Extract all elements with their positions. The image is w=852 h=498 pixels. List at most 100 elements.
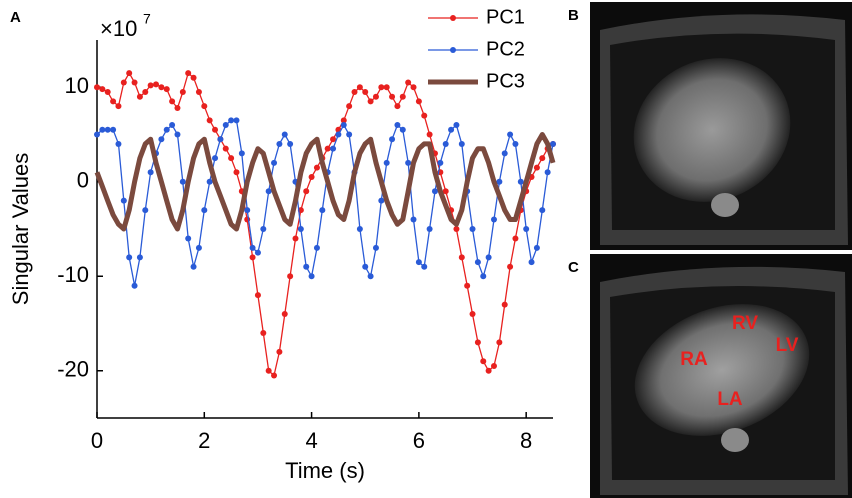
data-point bbox=[136, 93, 143, 100]
data-point bbox=[431, 188, 438, 195]
data-point bbox=[490, 363, 497, 370]
mri-c bbox=[590, 254, 852, 498]
data-point bbox=[131, 79, 138, 86]
image-label: LV bbox=[776, 335, 799, 356]
data-point bbox=[415, 98, 422, 105]
data-point bbox=[281, 131, 288, 138]
x-axis-label: Time (s) bbox=[285, 458, 365, 483]
legend-label: PC1 bbox=[486, 6, 525, 28]
data-point bbox=[287, 140, 294, 147]
data-point bbox=[303, 263, 310, 270]
data-point bbox=[453, 226, 460, 232]
data-point bbox=[147, 169, 154, 176]
image-label: LA bbox=[717, 389, 743, 410]
data-point bbox=[356, 84, 363, 91]
panel-label: B bbox=[568, 7, 579, 24]
data-point bbox=[228, 117, 235, 124]
data-point bbox=[179, 178, 186, 185]
data-point bbox=[469, 226, 476, 232]
data-point bbox=[394, 122, 401, 129]
data-point bbox=[222, 122, 229, 129]
data-point bbox=[190, 263, 197, 270]
series-line bbox=[94, 132, 556, 232]
data-point bbox=[206, 117, 213, 124]
legend-marker bbox=[450, 47, 456, 53]
data-point bbox=[163, 86, 170, 93]
data-point bbox=[212, 155, 219, 162]
data-point bbox=[453, 122, 460, 129]
data-point bbox=[94, 84, 100, 91]
data-point bbox=[507, 131, 514, 138]
data-point bbox=[485, 254, 492, 261]
data-point bbox=[104, 88, 111, 95]
data-point bbox=[185, 235, 192, 242]
data-point bbox=[174, 131, 181, 138]
data-point bbox=[120, 79, 127, 86]
data-point bbox=[195, 244, 202, 251]
data-point bbox=[126, 254, 133, 261]
data-point bbox=[201, 207, 208, 214]
data-point bbox=[276, 140, 283, 147]
data-point bbox=[437, 159, 444, 166]
data-point bbox=[222, 145, 229, 152]
data-point bbox=[260, 329, 267, 336]
data-point bbox=[367, 273, 374, 280]
x-tick-label: 0 bbox=[91, 428, 103, 453]
y-scale-exponent: 7 bbox=[143, 11, 151, 27]
data-point bbox=[158, 84, 165, 91]
data-point bbox=[136, 254, 143, 261]
data-point bbox=[399, 93, 406, 100]
data-point bbox=[480, 273, 487, 280]
data-point bbox=[265, 188, 272, 195]
data-point bbox=[507, 263, 514, 270]
data-point bbox=[174, 105, 181, 112]
data-point bbox=[313, 244, 320, 251]
data-point bbox=[110, 98, 117, 105]
data-point bbox=[158, 136, 165, 143]
data-point bbox=[480, 358, 487, 365]
data-point bbox=[496, 339, 503, 346]
data-point bbox=[99, 86, 106, 93]
data-point bbox=[94, 131, 100, 138]
data-point bbox=[533, 164, 540, 171]
legend-marker bbox=[450, 15, 456, 21]
data-point bbox=[501, 301, 508, 308]
data-point bbox=[126, 70, 133, 77]
data-point bbox=[271, 372, 278, 379]
aorta bbox=[711, 193, 739, 217]
data-point bbox=[356, 226, 363, 232]
data-point bbox=[163, 126, 170, 133]
data-point bbox=[340, 122, 347, 129]
data-point bbox=[324, 145, 331, 152]
data-point bbox=[496, 178, 503, 185]
data-point bbox=[201, 103, 208, 110]
x-tick-label: 2 bbox=[198, 428, 210, 453]
data-point bbox=[421, 112, 428, 119]
y-tick-label: -10 bbox=[57, 262, 89, 287]
data-point bbox=[426, 131, 433, 138]
data-point bbox=[442, 188, 449, 195]
data-point bbox=[147, 82, 154, 89]
data-point bbox=[367, 98, 374, 105]
data-point bbox=[512, 235, 519, 242]
data-point bbox=[99, 126, 106, 133]
y-tick-label: 10 bbox=[65, 73, 89, 98]
series-line bbox=[96, 72, 554, 377]
x-tick-label: 4 bbox=[305, 428, 317, 453]
data-point bbox=[528, 259, 535, 266]
data-point bbox=[330, 136, 337, 143]
heart bbox=[633, 58, 791, 202]
data-point bbox=[104, 126, 111, 133]
data-point bbox=[405, 159, 412, 166]
data-point bbox=[115, 140, 122, 147]
data-point bbox=[276, 348, 283, 355]
data-point bbox=[517, 178, 524, 185]
data-point bbox=[190, 74, 197, 81]
data-point bbox=[539, 207, 546, 214]
x-tick-label: 6 bbox=[413, 428, 425, 453]
data-point bbox=[410, 216, 417, 223]
data-point bbox=[474, 339, 481, 346]
data-point bbox=[153, 81, 160, 88]
data-point bbox=[297, 226, 304, 232]
data-point bbox=[313, 164, 320, 171]
